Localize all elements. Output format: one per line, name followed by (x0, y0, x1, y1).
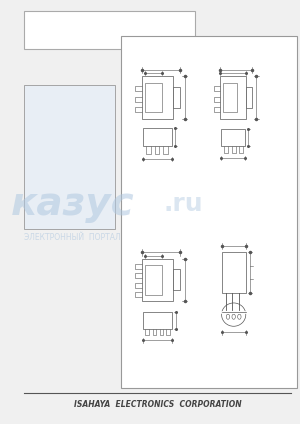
Bar (135, 107, 142, 112)
Bar (135, 264, 142, 269)
Bar (155, 146, 159, 154)
Bar (146, 146, 151, 154)
Bar (222, 252, 246, 293)
Text: ЭЛЕКТРОННЫЙ  ПОРТАЛ: ЭЛЕКТРОННЫЙ ПОРТАЛ (24, 233, 121, 242)
Bar (239, 146, 243, 153)
Bar (166, 329, 169, 335)
Bar (135, 292, 142, 297)
Bar (246, 87, 252, 108)
Bar (135, 86, 142, 91)
Bar (163, 146, 168, 154)
Bar (152, 329, 156, 335)
Circle shape (226, 314, 230, 319)
Bar (173, 87, 180, 108)
Bar (214, 86, 220, 91)
Bar (142, 76, 173, 119)
Ellipse shape (222, 303, 246, 326)
Bar (146, 329, 149, 335)
Bar (143, 128, 172, 146)
Text: ISAHAYA  ELECTRONICS  CORPORATION: ISAHAYA ELECTRONICS CORPORATION (74, 400, 242, 410)
Bar (214, 107, 220, 112)
Bar (24, 11, 195, 49)
Circle shape (232, 314, 236, 319)
Bar (220, 76, 246, 119)
Bar (232, 146, 236, 153)
Bar (142, 312, 172, 329)
Bar (135, 273, 142, 278)
Bar (142, 259, 173, 301)
Bar (24, 85, 115, 229)
Bar (145, 265, 162, 295)
Bar (135, 283, 142, 288)
Bar (224, 146, 228, 153)
Bar (145, 83, 162, 112)
Bar (121, 36, 297, 388)
Text: .ru: .ru (163, 192, 203, 215)
Bar (214, 97, 220, 102)
Bar (135, 97, 142, 102)
Bar (160, 329, 164, 335)
Circle shape (238, 314, 241, 319)
Bar (223, 83, 237, 112)
Bar (173, 269, 180, 290)
Bar (221, 129, 245, 146)
Text: казус: казус (11, 184, 134, 223)
